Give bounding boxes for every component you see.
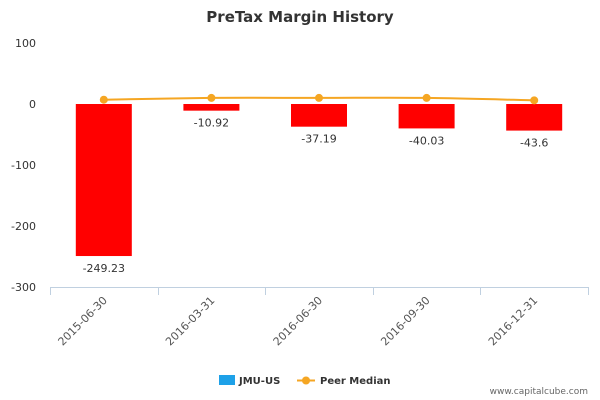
x-tick-label: 2016-06-30 xyxy=(271,294,325,348)
legend-item-line[interactable]: Peer Median xyxy=(297,376,391,387)
x-tick-label: 2016-03-31 xyxy=(163,294,217,348)
data-label: -249.23 xyxy=(83,262,125,275)
bar-series xyxy=(75,104,563,257)
y-tick-label: -300 xyxy=(11,281,36,294)
bar[interactable] xyxy=(398,104,455,129)
line-series xyxy=(99,93,539,105)
y-tick-label: -100 xyxy=(11,159,36,172)
bar[interactable] xyxy=(291,104,347,127)
y-axis: 100 0 -100 -200 -300 xyxy=(11,37,36,294)
data-label: -40.03 xyxy=(409,134,444,147)
legend[interactable]: JMU-US Peer Median xyxy=(219,375,391,387)
data-labels: -249.23 -10.92 -37.19 -40.03 -43.6 xyxy=(83,117,549,275)
legend-bar-label: JMU-US xyxy=(238,376,280,387)
bar[interactable] xyxy=(183,104,240,111)
peer-median-point[interactable] xyxy=(530,96,539,105)
legend-line-label: Peer Median xyxy=(320,376,391,387)
y-tick-label: 100 xyxy=(15,37,36,50)
x-tick-label: 2015-06-30 xyxy=(56,294,110,348)
peer-median-point[interactable] xyxy=(315,93,323,102)
legend-bar-swatch xyxy=(219,375,235,385)
peer-median-point[interactable] xyxy=(422,93,431,102)
legend-line-marker xyxy=(302,376,310,385)
chart-title: PreTax Margin History xyxy=(206,8,394,26)
y-tick-label: -200 xyxy=(11,220,36,233)
x-axis: 2015-06-30 2016-03-31 2016-06-30 2016-09-30… xyxy=(50,287,589,348)
bar[interactable] xyxy=(506,104,563,131)
x-tick-label: 2016-12-31 xyxy=(486,294,540,348)
data-label: -37.19 xyxy=(301,133,336,146)
x-tick-label: 2016-09-30 xyxy=(378,294,432,348)
data-label: -43.6 xyxy=(520,137,548,150)
credit-text: www.capitalcube.com xyxy=(490,387,588,397)
data-label: -10.92 xyxy=(194,117,229,130)
peer-median-point[interactable] xyxy=(207,93,216,102)
legend-item-bar[interactable]: JMU-US xyxy=(219,375,280,387)
peer-median-point[interactable] xyxy=(99,95,108,104)
bar[interactable] xyxy=(75,104,132,257)
y-tick-label: 0 xyxy=(29,98,36,111)
